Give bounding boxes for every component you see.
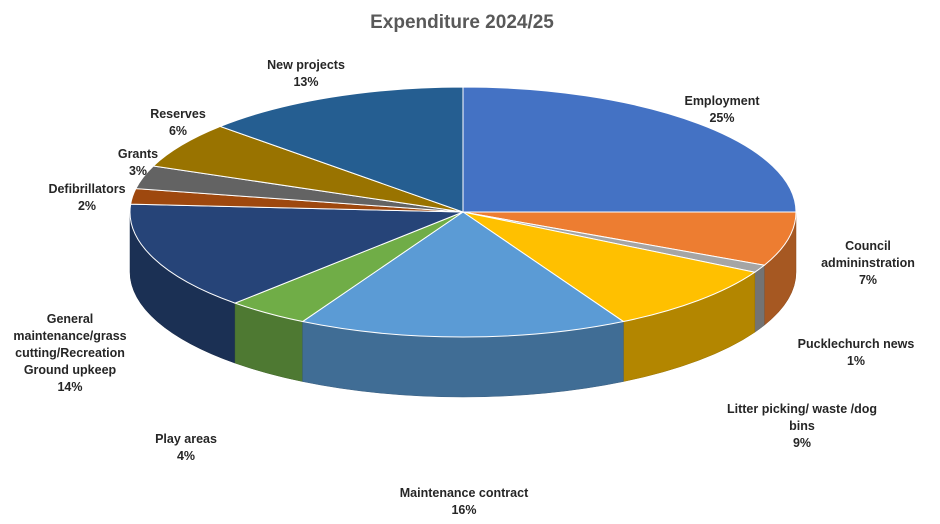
slice-label-line: Litter picking/ waste /dog bbox=[727, 402, 877, 416]
slice-label-line: General bbox=[47, 312, 94, 326]
pie-slice-reserves bbox=[152, 125, 464, 213]
slice-label-line: cutting/Recreation bbox=[15, 346, 125, 360]
pie-slice-council-admininstration bbox=[462, 211, 797, 266]
pie-slice-employment bbox=[462, 86, 797, 213]
slice-label-line: Employment bbox=[684, 94, 760, 108]
slice-label-line: 25% bbox=[709, 111, 734, 125]
slice-label-pucklechurch-news: Pucklechurch news 1% bbox=[798, 337, 915, 368]
slice-label-reserves: Reserves 6% bbox=[150, 107, 206, 138]
slice-label-line: admininstration bbox=[821, 256, 915, 270]
slice-label-line: 3% bbox=[129, 164, 147, 178]
slice-label-line: Grants bbox=[118, 147, 158, 161]
slice-label-line: maintenance/grass bbox=[13, 329, 126, 343]
pie-side-pucklechurch-news bbox=[754, 264, 765, 333]
slice-label-line: bins bbox=[789, 419, 815, 433]
slice-label-line: Ground upkeep bbox=[24, 363, 117, 377]
slice-label-line: 14% bbox=[57, 380, 82, 394]
slice-label-line: 16% bbox=[451, 503, 476, 517]
slice-label-line: New projects bbox=[267, 58, 345, 72]
slice-label-line: Reserves bbox=[150, 107, 206, 121]
slice-label-litter-picking-waste-dog-bins: Litter picking/ waste /dog bins 9% bbox=[727, 402, 877, 450]
slice-label-defibrillators: Defibrillators 2% bbox=[48, 182, 125, 213]
slice-label-new-projects: New projects 13% bbox=[267, 58, 345, 89]
slice-label-council-admininstration: Council admininstration 7% bbox=[821, 239, 915, 287]
slice-label-line: 9% bbox=[793, 436, 811, 450]
slice-label-line: Maintenance contract bbox=[400, 486, 529, 500]
slice-label-line: Play areas bbox=[155, 432, 217, 446]
slice-label-maintenance-contract: Maintenance contract 16% bbox=[400, 486, 529, 517]
pie-slice-general-maintenance-grass-cutting-recreation-ground-upkeep bbox=[129, 203, 464, 304]
slice-label-line: 6% bbox=[169, 124, 187, 138]
chart-title: Expenditure 2024/25 bbox=[370, 12, 554, 33]
slice-label-play-areas: Play areas 4% bbox=[155, 432, 217, 463]
pie-sides bbox=[129, 211, 797, 398]
slice-label-line: 2% bbox=[78, 199, 96, 213]
slice-label-grants: Grants 3% bbox=[118, 147, 158, 178]
slice-label-employment: Employment 25% bbox=[684, 94, 760, 125]
slice-label-line: Council bbox=[845, 239, 891, 253]
pie-slice-litter-picking-waste-dog-bins bbox=[462, 211, 757, 323]
slice-label-line: 1% bbox=[847, 354, 865, 368]
pie-slice-maintenance-contract bbox=[301, 211, 625, 338]
slice-label-line: 7% bbox=[859, 273, 877, 287]
pie-tops bbox=[129, 86, 797, 338]
slice-label-line: 4% bbox=[177, 449, 195, 463]
slice-labels: Employment 25% Council admininstration 7% Puc… bbox=[13, 58, 915, 517]
slice-label-line: 13% bbox=[293, 75, 318, 89]
slice-label-general-maintenance-grass-cutting-recreation-ground-upkeep: General maintenance/grass cutting/Recreati… bbox=[13, 312, 126, 394]
slice-label-line: Pucklechurch news bbox=[798, 337, 915, 351]
slice-label-line: Defibrillators bbox=[48, 182, 125, 196]
pie-slice-new-projects bbox=[218, 86, 464, 213]
